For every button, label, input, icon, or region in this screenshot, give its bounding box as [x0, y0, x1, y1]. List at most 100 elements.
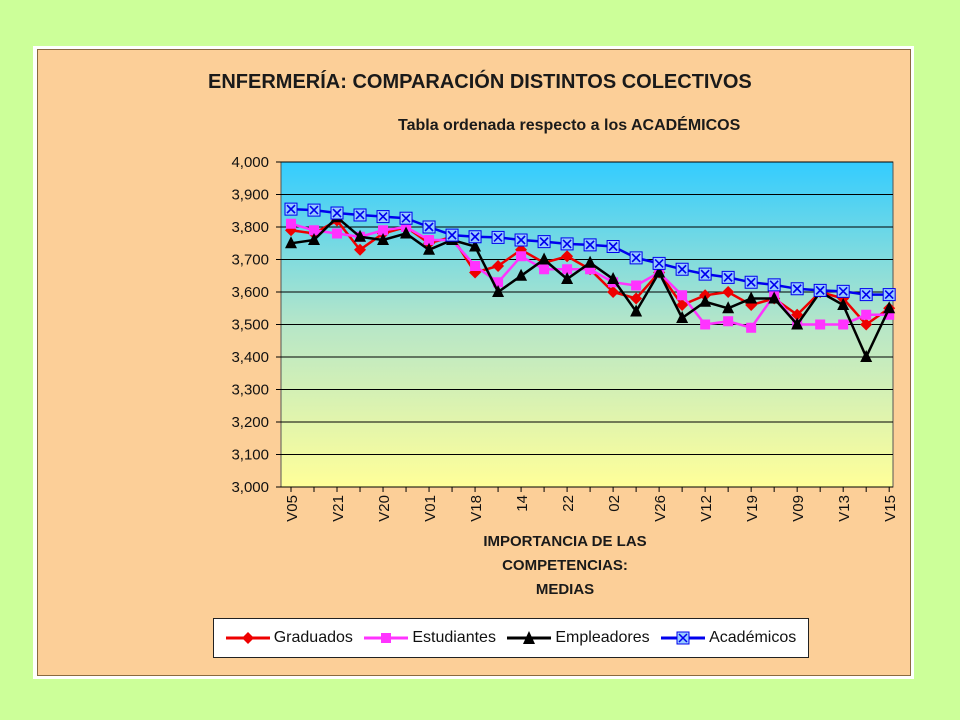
data-point: [884, 309, 895, 320]
data-point: [399, 211, 413, 225]
y-tick-label: 3,400: [231, 349, 269, 366]
data-point: [376, 210, 390, 224]
data-point: [400, 226, 413, 239]
data-point: [859, 288, 873, 302]
y-tick-label: 3,200: [231, 414, 269, 431]
data-point: [561, 250, 574, 263]
data-point: [309, 225, 320, 236]
x-tick-label: V01: [422, 495, 439, 522]
data-point: [744, 275, 758, 289]
data-point: [721, 270, 735, 284]
data-point: [676, 311, 689, 323]
legend: Graduados Estudiantes Empleadores Académ…: [213, 618, 809, 658]
legend-swatch-academicos: [661, 631, 706, 645]
data-point: [723, 316, 734, 327]
data-point: [791, 317, 804, 330]
data-point: [675, 262, 689, 276]
data-point: [445, 228, 459, 242]
y-tick-label: 3,600: [231, 284, 269, 301]
data-point: [470, 261, 481, 271]
data-point: [768, 291, 781, 304]
legend-swatch-estudiantes: [364, 633, 409, 643]
data-point: [606, 240, 620, 253]
x-axis: V05 V21 V20 V01 V18 14 22 02 V26 V12 V19 V09 V13 V15: [284, 487, 899, 522]
data-point: [584, 255, 597, 268]
data-point: [562, 264, 573, 275]
data-point: [676, 299, 689, 311]
data-point: [332, 228, 343, 239]
data-point: [861, 309, 872, 320]
data-point: [630, 292, 643, 305]
x-tick-label: V13: [836, 495, 853, 522]
x-tick-label: V26: [652, 495, 669, 522]
legend-label-estudiantes: Estudiantes: [412, 629, 496, 646]
data-point: [585, 264, 596, 275]
data-point: [354, 243, 367, 256]
chart-subtitle: Tabla ordenada respecto a los ACADÉMICOS: [398, 117, 741, 134]
data-point: [837, 298, 850, 310]
grid-layer: [281, 161, 893, 488]
data-point: [698, 267, 712, 281]
x-tick-label: V05: [284, 495, 301, 522]
x-axis-title-line: COMPETENCIAS:: [502, 557, 628, 574]
x-tick-label: V12: [698, 495, 715, 522]
data-point: [813, 283, 827, 297]
data-point: [722, 286, 735, 298]
data-point: [700, 319, 711, 330]
data-point: [539, 264, 550, 275]
data-point: [791, 308, 804, 321]
legend-swatch-graduados: [225, 632, 270, 644]
y-tick-label: 4,000: [231, 154, 269, 171]
data-point: [561, 272, 574, 284]
series-layer: [284, 202, 896, 362]
data-point: [468, 230, 482, 244]
data-point: [422, 220, 436, 234]
data-point: [424, 235, 435, 245]
data-point: [767, 278, 781, 292]
data-point: [883, 301, 896, 314]
legend-label-empleadores: Empleadores: [555, 629, 650, 646]
x-tick-label: V18: [468, 495, 485, 522]
x-tick-label: 14: [514, 495, 531, 512]
data-point: [516, 251, 527, 262]
x-tick-label: V09: [790, 495, 807, 522]
data-point: [469, 239, 482, 252]
chart-title: ENFERMERÍA: COMPARACIÓN DISTINTOS COLECT…: [208, 71, 752, 93]
data-point: [491, 230, 505, 244]
data-point: [607, 286, 620, 298]
data-point: [377, 233, 390, 245]
data-point: [653, 265, 666, 278]
data-point: [330, 206, 344, 220]
legend-item-empleadores: Empleadores: [507, 629, 650, 647]
data-point: [560, 237, 574, 251]
series-4: [284, 202, 896, 302]
data-point: [629, 251, 643, 265]
data-point: [815, 319, 826, 330]
legend-label-academicos: Académicos: [709, 629, 797, 646]
data-point: [354, 229, 367, 242]
x-axis-title: IMPORTANCIA DE LAS COMPETENCIAS: MEDIAS: [480, 530, 650, 602]
y-tick-label: 3,100: [231, 447, 269, 464]
legend-label-graduados: Graduados: [273, 629, 353, 646]
x-axis-title-line: IMPORTANCIA DE LAS: [483, 533, 647, 550]
data-point: [699, 294, 712, 307]
y-axis: 3,000 3,100 3,200 3,300 3,400 3,500 3,600 3,700…: [231, 154, 281, 496]
data-point: [838, 319, 849, 330]
data-point: [860, 350, 873, 362]
x-tick-label: 22: [560, 495, 577, 512]
legend-item-graduados: Graduados: [225, 629, 353, 647]
x-axis-title-line: MEDIAS: [535, 581, 595, 598]
x-tick-label: V19: [744, 495, 761, 522]
data-point: [790, 282, 804, 296]
data-point: [631, 280, 642, 291]
y-tick-label: 3,300: [231, 382, 269, 399]
data-point: [492, 285, 505, 297]
data-point: [492, 260, 505, 272]
y-tick-label: 3,800: [231, 219, 269, 236]
data-point: [583, 238, 597, 252]
data-point: [514, 233, 528, 247]
x-tick-label: V21: [330, 495, 347, 522]
legend-swatch-empleadores: [507, 631, 552, 644]
y-tick-label: 3,900: [231, 187, 269, 204]
